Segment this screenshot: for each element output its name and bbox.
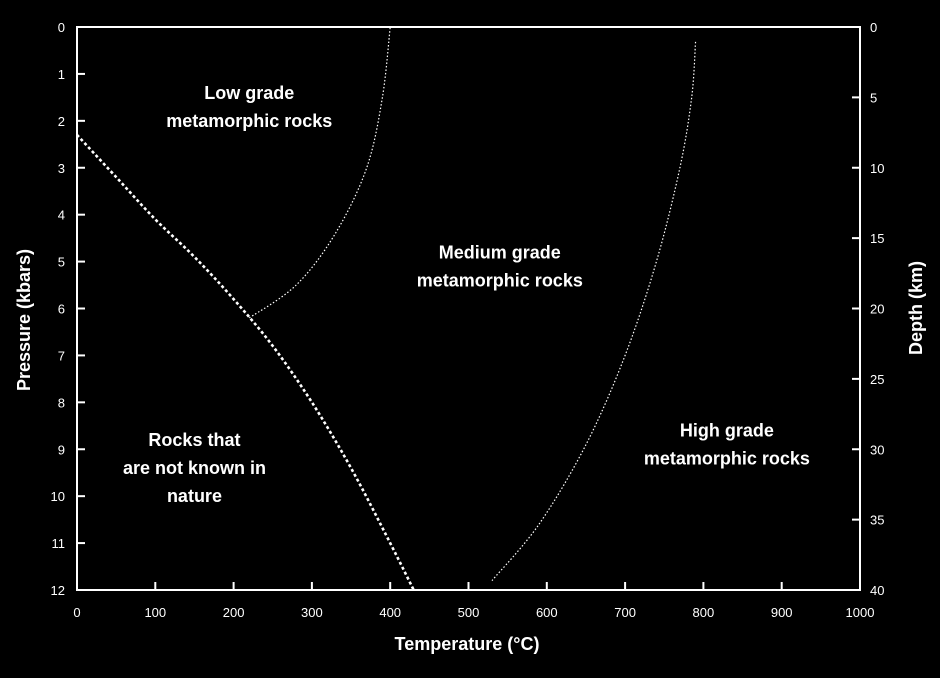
y-tick-label: 0 bbox=[58, 20, 65, 35]
y-tick-label: 1 bbox=[58, 67, 65, 82]
series-line-2 bbox=[248, 26, 391, 319]
y2-tick-label: 25 bbox=[870, 372, 884, 387]
region-label-not-in-nature: Rocks that are not known in nature bbox=[123, 430, 266, 506]
y2-tick-label: 35 bbox=[870, 513, 884, 528]
region-label-low-grade: Low grade metamorphic rocks bbox=[166, 83, 332, 131]
series-group bbox=[76, 26, 697, 591]
region-label-high-grade: High grade metamorphic rocks bbox=[644, 421, 810, 469]
axes: 0 100 200 300 400 500 600 700 800 900 100001234567… bbox=[51, 20, 885, 620]
x-tick-label: 200 bbox=[223, 605, 245, 620]
region-label-medium-grade: Medium grade metamorphic rocks bbox=[417, 242, 583, 290]
annotations-group: Low grade metamorphic rocks Medium grade me… bbox=[123, 83, 810, 506]
y2-tick-label: 40 bbox=[870, 583, 884, 598]
x-tick-label: 700 bbox=[614, 605, 636, 620]
x-tick-label: 500 bbox=[458, 605, 480, 620]
region-label-line: metamorphic rocks bbox=[644, 449, 810, 469]
x-tick-label: 900 bbox=[771, 605, 793, 620]
y2-tick-label: 15 bbox=[870, 231, 884, 246]
y2-tick-label: 5 bbox=[870, 90, 877, 105]
x-axis-title: Temperature (°C) bbox=[395, 634, 540, 654]
y-axis-title: Pressure (kbars) bbox=[14, 249, 34, 391]
region-label-line: High grade bbox=[680, 421, 774, 441]
y2-axis-title: Depth (km) bbox=[906, 261, 926, 355]
region-label-line: are not known in bbox=[123, 458, 266, 478]
y-tick-label: 5 bbox=[58, 255, 65, 270]
y-tick-label: 2 bbox=[58, 114, 65, 129]
region-label-line: Medium grade bbox=[439, 242, 561, 262]
y-tick-label: 9 bbox=[58, 442, 65, 457]
y-tick-label: 6 bbox=[58, 302, 65, 317]
series-line-3 bbox=[491, 41, 697, 581]
region-label-line: Low grade bbox=[204, 83, 294, 103]
y-tick-label: 12 bbox=[51, 583, 65, 598]
y-tick-label: 11 bbox=[52, 536, 66, 551]
y-tick-label: 3 bbox=[58, 161, 65, 176]
x-tick-label: 1000 bbox=[846, 605, 875, 620]
region-label-line: Rocks that bbox=[148, 430, 240, 450]
x-tick-label: 600 bbox=[536, 605, 558, 620]
x-tick-label: 100 bbox=[144, 605, 166, 620]
y2-tick-label: 20 bbox=[870, 302, 884, 317]
x-tick-label: 400 bbox=[379, 605, 401, 620]
region-label-line: nature bbox=[167, 486, 222, 506]
region-label-line: metamorphic rocks bbox=[166, 111, 332, 131]
y-tick-label: 7 bbox=[58, 348, 65, 363]
region-label-line: metamorphic rocks bbox=[417, 270, 583, 290]
x-tick-label: 300 bbox=[301, 605, 323, 620]
y2-tick-label: 0 bbox=[870, 20, 877, 35]
x-tick-label: 0 bbox=[73, 605, 80, 620]
series-line-1 bbox=[76, 134, 415, 591]
y-tick-label: 4 bbox=[58, 208, 65, 223]
x-tick-label: 800 bbox=[693, 605, 715, 620]
y2-tick-label: 10 bbox=[870, 161, 884, 176]
y-tick-label: 8 bbox=[58, 395, 65, 410]
y-tick-label: 10 bbox=[51, 489, 65, 504]
y2-tick-label: 30 bbox=[870, 442, 884, 457]
